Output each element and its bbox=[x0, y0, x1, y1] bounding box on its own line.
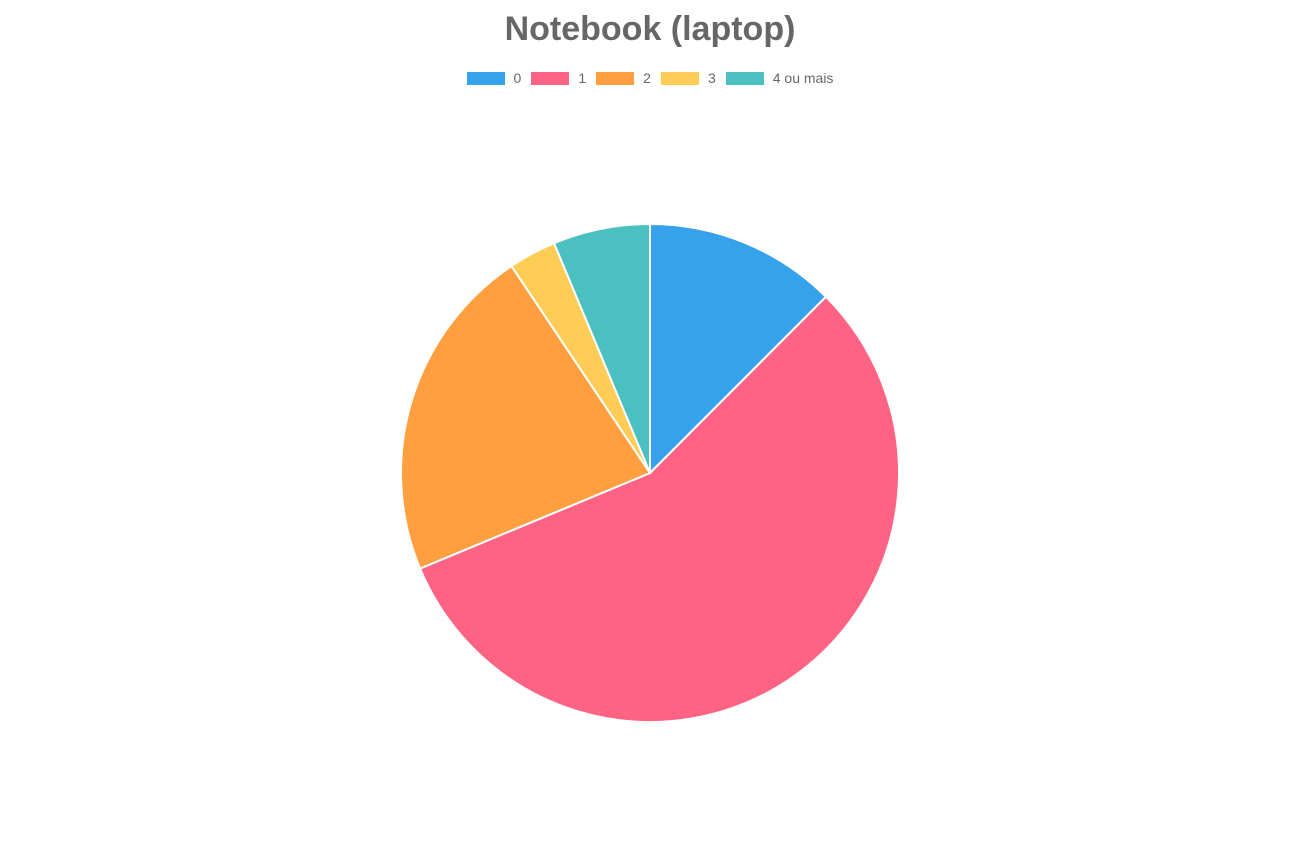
chart-title: Notebook (laptop) bbox=[504, 10, 796, 48]
legend-label-3: 3 bbox=[707, 70, 716, 86]
legend-label-1: 1 bbox=[578, 70, 587, 86]
legend-item-4[interactable]: 4 ou mais bbox=[725, 70, 834, 86]
legend-item-1[interactable]: 1 bbox=[531, 70, 586, 86]
legend-swatch-4 bbox=[725, 71, 764, 85]
legend-swatch-3 bbox=[660, 71, 699, 85]
legend-label-2: 2 bbox=[643, 70, 651, 86]
pie-slice-2[interactable] bbox=[400, 264, 652, 570]
legend-item-3[interactable]: 3 bbox=[660, 70, 716, 86]
legend-swatch-1 bbox=[531, 71, 570, 85]
legend-label-4: 4 ou mais bbox=[772, 70, 834, 86]
pie-slice-1[interactable] bbox=[418, 295, 900, 723]
pie-slice-4-ou-mais[interactable] bbox=[552, 222, 651, 474]
chart-legend: 0 1 2 3 4 ou mais bbox=[0, 70, 1300, 86]
legend-item-2[interactable]: 2 bbox=[596, 70, 651, 86]
pie-slice-0[interactable] bbox=[649, 222, 828, 476]
legend-swatch-0 bbox=[466, 71, 505, 85]
legend-swatch-2 bbox=[596, 71, 635, 85]
legend-label-0: 0 bbox=[513, 70, 522, 86]
legend-item-0[interactable]: 0 bbox=[466, 70, 522, 86]
